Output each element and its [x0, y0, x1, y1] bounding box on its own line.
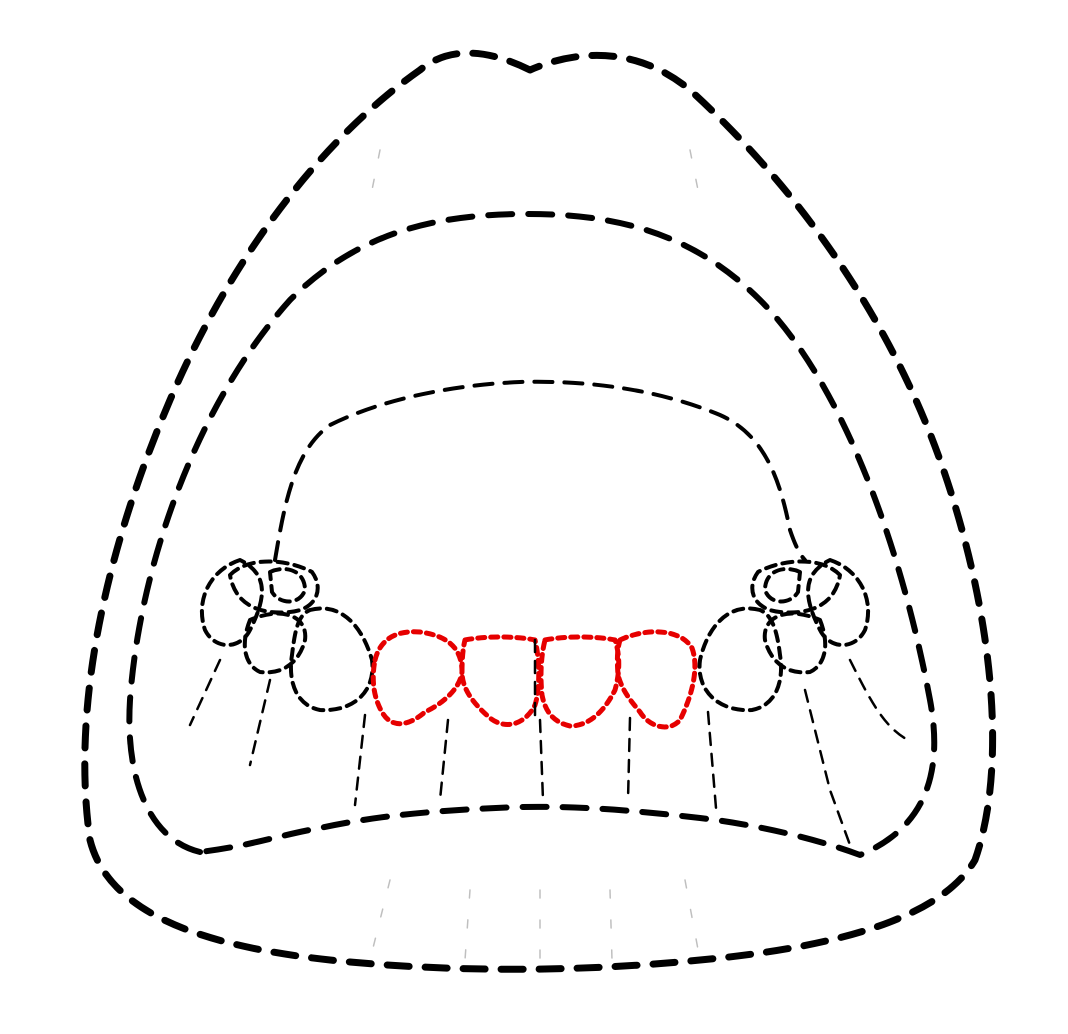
- inner-lip-outline: [126, 210, 938, 858]
- right-molar-cusp: [763, 567, 802, 604]
- left-premolar-2: [289, 606, 375, 713]
- root-guide: [538, 718, 545, 802]
- faint-mark: [609, 889, 613, 961]
- left-molar-cusp: [268, 567, 307, 604]
- outer-lip-outline: [81, 49, 997, 973]
- root-guide: [626, 716, 632, 802]
- right-molar-upper-crown: [750, 559, 842, 615]
- faint-mark: [369, 149, 381, 201]
- right-molar-back: [806, 558, 871, 647]
- faint-construction-marks: [369, 149, 701, 961]
- faint-mark: [689, 149, 701, 201]
- incisor-lateral-right: [614, 629, 698, 730]
- root-guide: [248, 678, 272, 767]
- root-guide: [353, 713, 367, 807]
- incisor-central-right: [538, 634, 622, 729]
- incisor-lateral-left: [370, 629, 465, 727]
- tooth-root-guides: [188, 638, 914, 847]
- upper-incisors-highlighted: [370, 629, 698, 730]
- root-guide: [848, 658, 914, 744]
- left-molar-back: [199, 558, 264, 647]
- palate-outline: [273, 379, 807, 562]
- faint-mark: [464, 889, 471, 961]
- left-molars: [199, 558, 375, 713]
- left-molar-upper-crown: [228, 559, 320, 615]
- incisor-central-left: [459, 634, 542, 727]
- right-premolar-2: [697, 606, 783, 713]
- root-guide: [438, 718, 450, 802]
- root-guide: [188, 658, 222, 727]
- root-guide: [803, 688, 852, 847]
- root-guide: [706, 710, 718, 810]
- right-molars: [697, 558, 871, 713]
- faint-mark: [369, 879, 391, 961]
- faint-mark: [684, 879, 701, 961]
- right-premolar-1: [762, 611, 828, 675]
- left-premolar-1: [242, 611, 308, 675]
